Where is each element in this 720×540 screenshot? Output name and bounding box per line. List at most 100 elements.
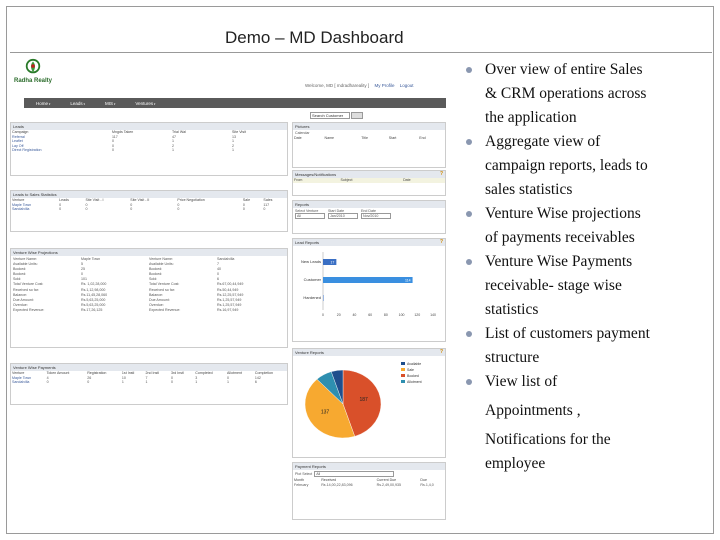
cell[interactable]: Sandalvilla	[12, 380, 30, 385]
cell[interactable]: Lay Off	[12, 143, 24, 148]
nav-ventures[interactable]: Ventures	[135, 101, 155, 106]
cell[interactable]: Sandalvilla	[12, 207, 30, 212]
end-date-field: End Date Nov/2010	[361, 209, 391, 219]
tick-label: 140	[430, 313, 436, 317]
cell: 0	[171, 380, 174, 385]
table-row: February Rs.14,00,22,83,096 Rs.2,49,00,935…	[293, 483, 445, 488]
col-leads: Leads	[59, 198, 69, 203]
projection-cell: 25	[81, 267, 85, 272]
projection-cell: Overdue:	[149, 302, 164, 307]
projection-cell: Rs.1,12,98,000	[81, 287, 106, 292]
cell[interactable]: Direct Registration	[12, 148, 42, 153]
bullet-continuation-2: Notifications for the	[485, 431, 611, 448]
reports-panel: Reports Select Venture All Start Date Ja…	[292, 200, 446, 234]
venture-reports-title: Venture Reports?	[293, 349, 445, 356]
cell: 6	[254, 380, 257, 385]
projection-cell: Expected Revenue:	[13, 307, 45, 312]
plot-select-label: Plot Select	[295, 472, 313, 476]
cell: 13	[232, 134, 236, 139]
nav-home[interactable]: Home	[36, 101, 50, 106]
table-row: Sandalvilla 0 0 0 0 0 0	[11, 207, 287, 212]
projection-cell: 7	[217, 262, 219, 267]
help-icon[interactable]: ?	[439, 171, 443, 177]
projection-cell: Sold:	[13, 277, 22, 282]
lead-reports-title: Lead Reports?	[293, 239, 445, 246]
pie-slice	[304, 378, 356, 439]
logout-link[interactable]: Logout	[399, 83, 414, 88]
bullet-line: statistics	[485, 301, 539, 318]
table-header-row: Month Received Current Due Due	[293, 478, 445, 483]
lead-reports-panel: Lead Reports? New Leads 17 Customer 114 Hard…	[292, 238, 446, 342]
projection-cell: Received so far:	[149, 287, 175, 292]
payments-title: Venture Wise Payments	[11, 364, 287, 371]
cell: 26	[87, 375, 92, 380]
projection-cell: Rs.5,63,25,000	[81, 297, 106, 302]
cell: 1	[227, 380, 230, 385]
bar-value: 17	[330, 261, 334, 265]
sales-stats-table: Venture Leads Site Visit - I Site Visit …	[11, 198, 287, 212]
projection-cell: Booked:	[149, 272, 163, 277]
plot-select[interactable]: All	[314, 471, 395, 477]
table-row: Lay Off 0 2 2	[11, 144, 287, 149]
projection-cell: Rs.11,45,28,060	[81, 292, 108, 297]
cell: 117	[112, 134, 118, 139]
cell: 2	[172, 143, 174, 148]
payment-reports-panel: Payment Reports Plot Select All Month Re…	[292, 462, 446, 520]
start-date-input[interactable]: Jan/2010	[328, 213, 358, 219]
col-completion: Completion	[254, 371, 274, 376]
main-nav: Home Leads MIS Ventures	[24, 98, 446, 108]
cell: 0	[177, 202, 180, 207]
projection-cell: Total Venture Cost:	[13, 282, 44, 287]
search-button[interactable]	[351, 112, 363, 119]
venture-reports-title-text: Venture Reports	[295, 350, 324, 355]
cell: 1	[172, 139, 174, 144]
bar-value: 114	[405, 279, 411, 283]
calendar-label[interactable]: Calendar	[295, 131, 310, 135]
col-venture: Venture	[12, 371, 25, 376]
projection-cell: Rs.50,44,949	[217, 287, 239, 292]
cell: 0	[59, 207, 62, 212]
nav-mis[interactable]: MIS	[105, 101, 115, 106]
bullet-line: of payments receivables	[485, 229, 635, 246]
my-profile-link[interactable]: My Profile	[374, 83, 395, 88]
cell[interactable]: Maple Town	[12, 375, 32, 380]
projection-cell: 6	[217, 277, 219, 282]
cell[interactable]: Referral	[12, 134, 25, 139]
cell: 1	[121, 380, 124, 385]
col-start: Start	[388, 136, 397, 141]
table-header-row: From Subject Date	[293, 178, 445, 183]
start-date-label: Start Date	[328, 209, 345, 213]
bullet-line: Over view of entire Sales	[485, 61, 643, 78]
bullet-item: Over view of entire Sales & CRM operation…	[466, 58, 706, 130]
cell[interactable]: Maple Town	[12, 202, 32, 207]
projection-cell: Expected Revenue:	[149, 307, 181, 312]
bar-label: New Leads	[301, 259, 321, 264]
venture-select[interactable]: All	[295, 213, 325, 219]
legend-swatch	[401, 380, 405, 383]
payment-reports-table: Month Received Current Due Due February R…	[293, 478, 445, 487]
legend-label: Sale	[407, 368, 414, 372]
col-from: From	[294, 178, 303, 183]
col-month: Month	[294, 478, 304, 483]
pictures-table: Date Name Title Start End	[293, 136, 445, 141]
cell: 0	[263, 207, 266, 212]
nav-leads[interactable]: Leads	[70, 101, 85, 106]
table-row: Maple Town 4 26 10 7 0 3 0 142	[11, 376, 287, 381]
projection-cell: Rs.1,25,57,949	[217, 302, 242, 307]
projection-cell: Venture Name:	[149, 257, 173, 261]
cell: 0	[130, 202, 133, 207]
projection-cell: Rs.16,97,949	[217, 307, 239, 312]
projection-cell: 5	[81, 262, 83, 267]
customer-search: Search Customer	[310, 112, 363, 119]
cell: 1	[232, 139, 234, 144]
table-header-row: Date Name Title Start End	[293, 136, 445, 141]
cell: 0	[87, 380, 90, 385]
table-header-row: Venture Token Amount Registration 1st In…	[11, 371, 287, 376]
projections-panel: Venture Wise Projections Venture Name: Ma…	[10, 248, 288, 348]
cell[interactable]: Leaflet	[12, 139, 23, 144]
help-icon[interactable]: ?	[439, 239, 443, 245]
help-icon[interactable]: ?	[439, 349, 443, 355]
search-customer-input[interactable]: Search Customer	[310, 112, 350, 119]
cell: 7	[145, 375, 148, 380]
end-date-input[interactable]: Nov/2010	[361, 213, 391, 219]
